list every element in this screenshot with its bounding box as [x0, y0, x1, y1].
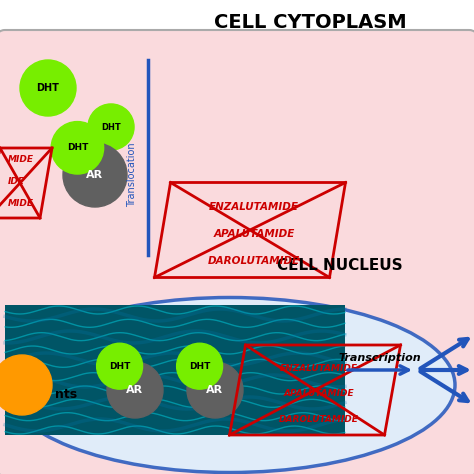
Circle shape: [97, 343, 143, 389]
Text: DHT: DHT: [101, 122, 121, 131]
Text: DAROLUTAMIDE: DAROLUTAMIDE: [208, 256, 300, 266]
Bar: [5, 305, 345, 435]
Text: IDE: IDE: [8, 177, 25, 186]
Circle shape: [107, 362, 163, 418]
Circle shape: [177, 343, 223, 389]
Circle shape: [20, 60, 76, 116]
Circle shape: [88, 104, 134, 150]
Text: ENZALUTAMIDE: ENZALUTAMIDE: [280, 364, 358, 373]
Text: DAROLUTAMIDE: DAROLUTAMIDE: [279, 415, 359, 424]
Text: Transcription: Transcription: [339, 353, 421, 363]
Ellipse shape: [5, 298, 455, 473]
Text: APALUTAMIDE: APALUTAMIDE: [283, 389, 354, 398]
Text: nts: nts: [55, 389, 77, 401]
Text: AR: AR: [127, 385, 144, 395]
Text: APALUTAMIDE: APALUTAMIDE: [213, 229, 295, 239]
Circle shape: [187, 362, 243, 418]
Text: Translocation: Translocation: [127, 143, 137, 207]
Text: DHT: DHT: [36, 83, 59, 93]
Text: DHT: DHT: [109, 362, 130, 371]
Text: AR: AR: [86, 170, 103, 180]
Text: MIDE: MIDE: [8, 200, 34, 209]
Text: CELL CYTOPLASM: CELL CYTOPLASM: [214, 12, 406, 31]
Text: MIDE: MIDE: [8, 155, 34, 164]
Text: DHT: DHT: [189, 362, 210, 371]
FancyBboxPatch shape: [0, 30, 474, 474]
Circle shape: [0, 355, 52, 415]
Text: ENZALUTAMIDE: ENZALUTAMIDE: [209, 202, 299, 212]
Circle shape: [63, 143, 127, 207]
Text: AR: AR: [207, 385, 224, 395]
Circle shape: [51, 121, 104, 174]
Text: CELL NUCLEUS: CELL NUCLEUS: [277, 257, 403, 273]
Text: DHT: DHT: [67, 143, 88, 152]
